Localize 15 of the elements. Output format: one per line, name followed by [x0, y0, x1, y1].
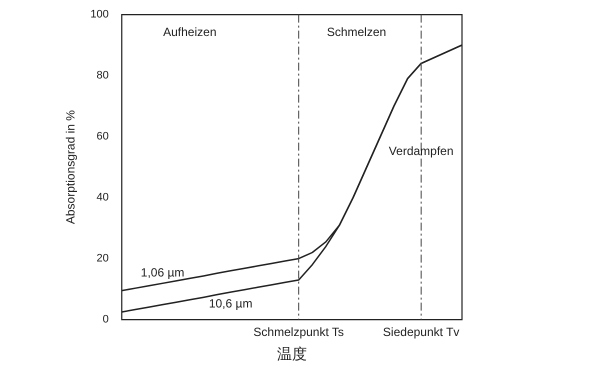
series-label: 10,6 µm — [208, 296, 252, 310]
x-axis-title: 温度 — [276, 346, 307, 364]
y-axis-title: Absorptionsgrad in % — [64, 110, 78, 224]
y-tick-label: 80 — [96, 70, 109, 82]
y-tick-label: 0 — [102, 314, 109, 326]
y-tick-label: 40 — [96, 192, 109, 204]
annotation: Verdampfen — [388, 144, 454, 158]
annotation: Schmelzen — [326, 25, 386, 40]
series-label: 1,06 µm — [140, 266, 184, 280]
annotation: Aufheizen — [163, 25, 216, 40]
y-tick-label: 20 — [96, 252, 109, 265]
y-tick-label: 60 — [96, 130, 109, 143]
y-tick-label: 100 — [90, 8, 109, 21]
x-tick-label: Schmelzpunkt Ts — [253, 325, 344, 340]
x-tick-label: Siedepunkt Tv — [382, 325, 460, 340]
